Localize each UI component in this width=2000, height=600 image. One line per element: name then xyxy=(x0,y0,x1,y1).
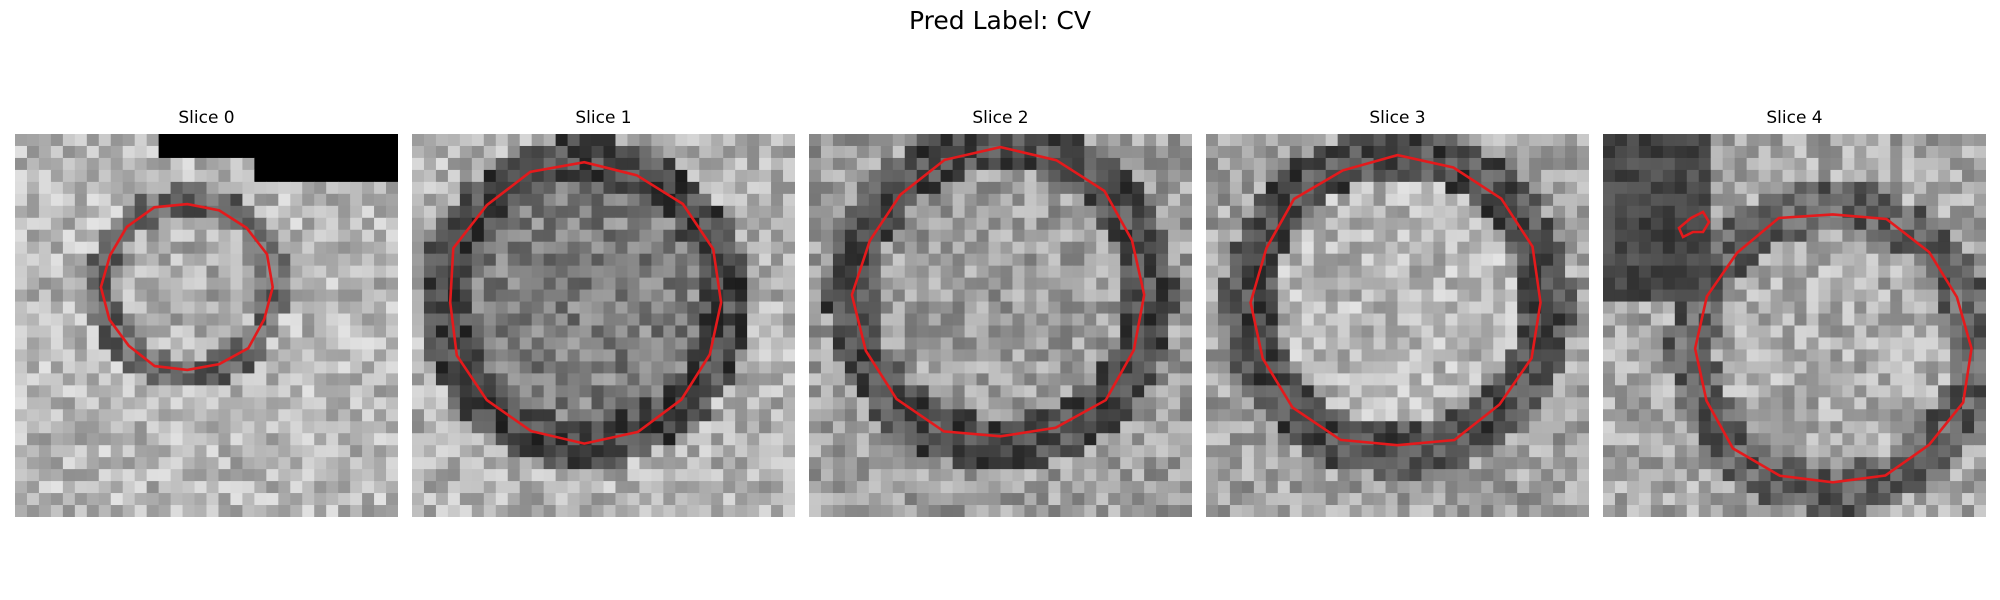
slice-image-1 xyxy=(412,134,795,517)
slice-title-2: Slice 2 xyxy=(972,108,1029,128)
slice-image-4 xyxy=(1603,134,1986,517)
segmentation-contour xyxy=(1693,213,1973,484)
slice-title-4: Slice 4 xyxy=(1766,108,1823,128)
segmentation-contour xyxy=(1249,153,1542,447)
figure-title: Pred Label: CV xyxy=(909,6,1091,35)
segmentation-contour xyxy=(850,145,1146,438)
slice-title-3: Slice 3 xyxy=(1369,108,1426,128)
slice-title-0: Slice 0 xyxy=(178,108,235,128)
slice-title-1: Slice 1 xyxy=(575,108,632,128)
slice-image-2 xyxy=(809,134,1192,517)
segmentation-contour xyxy=(99,202,275,372)
segmentation-contour-small xyxy=(1677,210,1711,239)
segmentation-contour xyxy=(448,160,723,445)
slice-image-0 xyxy=(15,134,398,517)
slice-image-3 xyxy=(1206,134,1589,517)
